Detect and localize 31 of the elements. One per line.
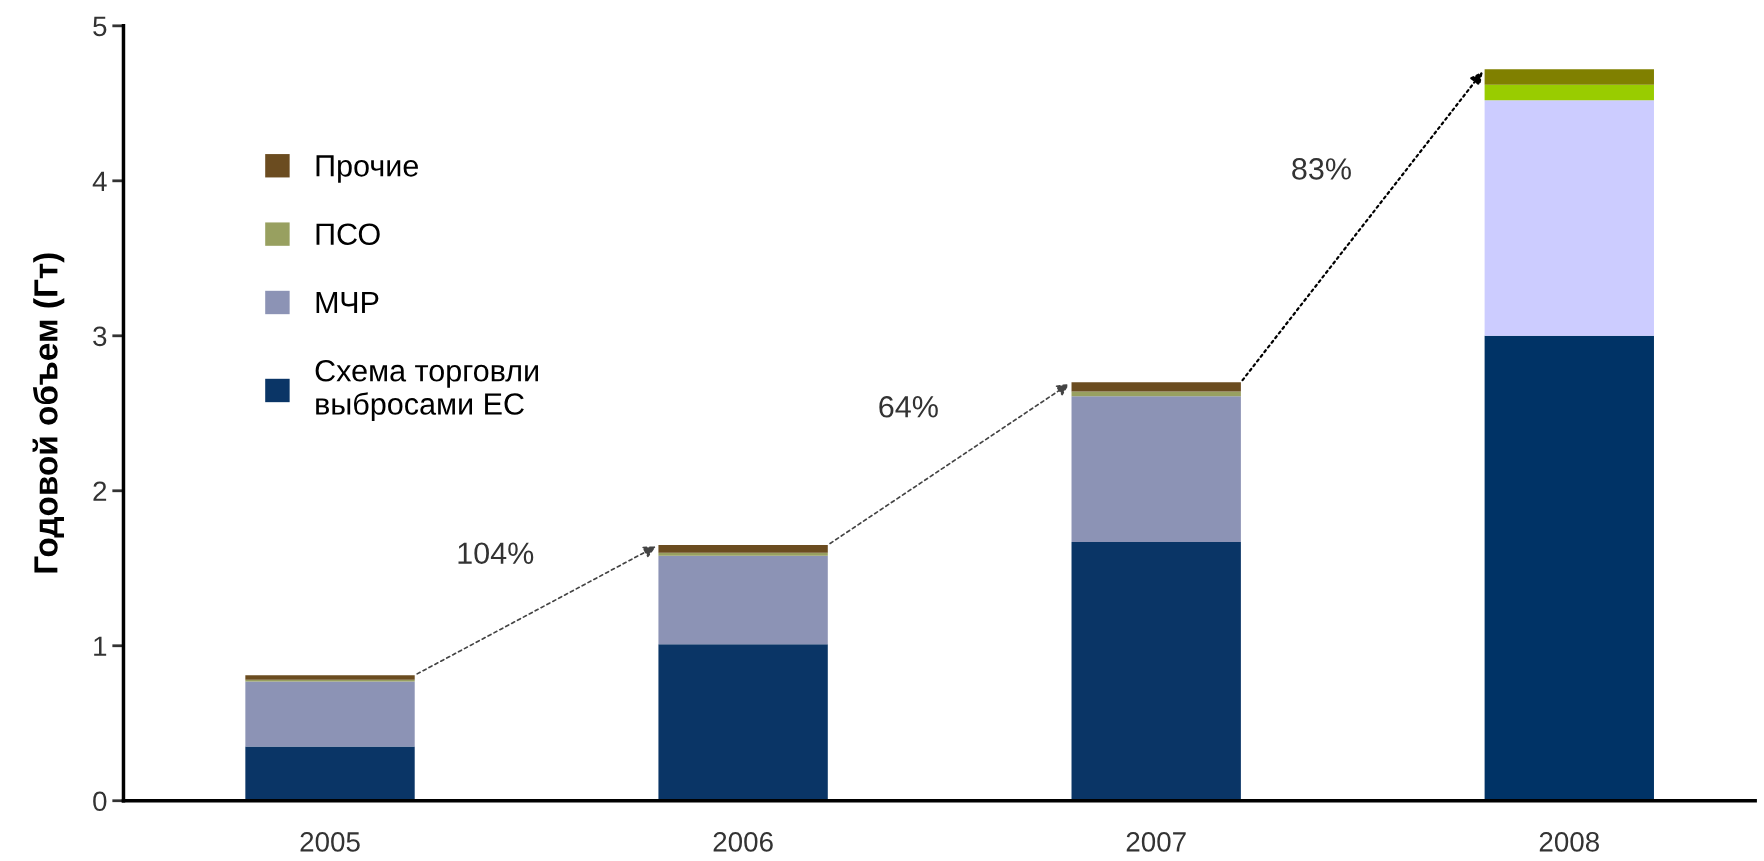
y-tick-label: 1: [94, 636, 107, 656]
legend-label: Прочие: [316, 155, 418, 183]
bar: [658, 545, 828, 553]
bar: [1071, 396, 1241, 542]
bar: [245, 681, 415, 747]
x-tick-label: 2006: [713, 832, 773, 852]
x-tick-label: 2005: [300, 832, 360, 852]
bar: [658, 555, 828, 645]
bar: [1484, 335, 1654, 801]
y-tick-label: 0: [93, 791, 107, 812]
y-tick-label: 2: [93, 481, 107, 501]
y-tick-label: 5: [93, 16, 107, 37]
y-axis-title: Годовой объем (Гт): [32, 253, 65, 573]
legend-label: МЧР: [316, 292, 379, 314]
bar: [245, 675, 415, 680]
bar: [1484, 84, 1654, 101]
bar: [245, 746, 415, 801]
bar: [1071, 541, 1241, 801]
y-tick-label: 3: [93, 326, 107, 347]
x-tick-label: 2007: [1126, 832, 1186, 852]
annotation: 83%: [1292, 158, 1351, 180]
bar: [1071, 382, 1241, 392]
annotation: 64%: [879, 395, 938, 418]
annotation: 104%: [458, 542, 534, 565]
bar: [658, 552, 828, 556]
x-tick-label: 2008: [1539, 832, 1599, 852]
bar: [1484, 100, 1654, 336]
legend-label: ПСО: [316, 223, 380, 246]
y-tick-label: 4: [92, 171, 107, 191]
legend-label: Схема торговли выбросами ЕС: [315, 359, 538, 421]
bar: [658, 644, 828, 801]
